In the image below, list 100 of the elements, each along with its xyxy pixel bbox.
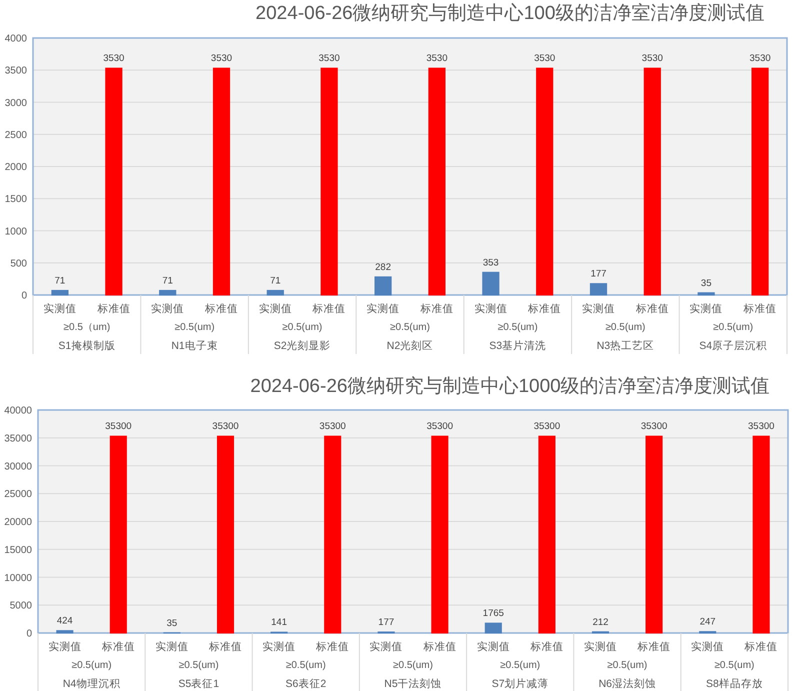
x-tick-label: 实测值 — [584, 640, 617, 653]
x-tick-label: 标准值 — [96, 302, 130, 315]
text: N1电子束 — [171, 339, 218, 352]
data-label: 141 — [271, 617, 287, 628]
text: N4物理沉积 — [62, 678, 120, 690]
data-label: 177 — [378, 617, 394, 628]
data-label: 35300 — [426, 421, 453, 432]
text: ≥0.5（um) — [64, 322, 110, 333]
data-label: 177 — [590, 268, 606, 280]
data-label: 3530 — [103, 53, 124, 64]
x-tick-label: 实测值 — [48, 640, 82, 653]
text: ≥0.5(um) — [714, 660, 754, 671]
x-tick-label: 标准值 — [312, 302, 346, 315]
x-tick-label: 标准值 — [208, 640, 242, 653]
chart-title: 2024-06-26微纳研究与制造中心1000级的洁净室洁净度测试值 — [250, 375, 770, 397]
x-tick-label: 标准值 — [315, 640, 350, 653]
data-label: 35300 — [640, 421, 668, 432]
x-tick-label: 标准值 — [527, 302, 562, 315]
data-label: 282 — [375, 262, 391, 273]
text: ≥0.5(um) — [500, 660, 540, 671]
text: S7划片减薄 — [492, 677, 549, 690]
y-tick-label: 30000 — [4, 461, 32, 472]
x-tick-label: 实测值 — [370, 640, 403, 653]
text: ≥0.5(um) — [605, 322, 646, 333]
y-tick-label: 2000 — [4, 162, 28, 173]
x-tick-label: 标准值 — [529, 640, 564, 653]
y-tick-label: 35000 — [4, 433, 32, 444]
data-label: 35 — [166, 618, 178, 629]
x-tick-label: 标准值 — [422, 640, 456, 653]
data-label: 353 — [482, 257, 499, 268]
y-tick-label: 10000 — [4, 572, 32, 584]
text: S2光刻显影 — [274, 339, 331, 352]
text: S5表征1 — [178, 677, 220, 690]
y-tick-label: 20000 — [4, 517, 32, 528]
text: S1掩模制版 — [58, 339, 116, 352]
y-tick-label: 0 — [26, 628, 32, 640]
text: ≥0.5(um) — [178, 660, 219, 671]
data-label: 71 — [270, 275, 281, 286]
data-label: 247 — [700, 616, 716, 628]
chart-title: 2024-06-26微纳研究与制造中心100级的洁净室洁净度测试值 — [256, 2, 764, 24]
x-tick-label: 实测值 — [582, 302, 615, 315]
y-tick-label: 5000 — [10, 600, 32, 612]
data-label: 35 — [700, 278, 712, 289]
data-label: 1765 — [482, 608, 504, 620]
x-tick-label: 标准值 — [744, 640, 778, 653]
y-tick-label: 40000 — [4, 406, 32, 416]
x-tick-label: 标准值 — [636, 640, 671, 653]
text: S4原子层沉积 — [699, 340, 768, 352]
x-tick-label: 实测值 — [155, 640, 188, 653]
text: ≥0.5(um) — [282, 322, 322, 333]
x-tick-label: 标准值 — [204, 302, 238, 315]
text: N5干法刻蚀 — [384, 677, 442, 690]
text: N2光刻区 — [386, 339, 434, 352]
y-tick-label: 15000 — [4, 544, 32, 556]
y-tick-label: 1000 — [4, 226, 28, 238]
data-label: 35300 — [748, 421, 774, 432]
y-tick-label: 2500 — [4, 130, 28, 141]
y-tick-label: 25000 — [4, 489, 32, 500]
data-label: 212 — [592, 616, 608, 628]
data-label: 3530 — [750, 53, 771, 64]
x-tick-label: 实测值 — [258, 302, 292, 315]
text: ≥0.5(um) — [286, 660, 326, 671]
x-tick-label: 实测值 — [43, 302, 76, 315]
text: N3热工艺区 — [596, 339, 654, 352]
data-label: 3530 — [210, 53, 232, 64]
text: ≥0.5(um) — [607, 660, 648, 671]
data-label: 3530 — [642, 53, 663, 64]
x-tick-label: 实测值 — [474, 302, 508, 315]
text: ≥0.5(um) — [498, 322, 538, 333]
data-label: 35300 — [319, 421, 346, 432]
data-label: 3530 — [426, 53, 448, 64]
data-label: 3530 — [318, 53, 340, 64]
text: ≥0.5(um) — [713, 322, 754, 333]
data-label: 71 — [162, 275, 173, 286]
y-tick-label: 3000 — [4, 98, 28, 109]
x-tick-label: 标准值 — [419, 302, 454, 315]
x-tick-label: 实测值 — [691, 640, 724, 653]
y-tick-label: 0 — [21, 290, 28, 302]
data-label: 35300 — [212, 421, 239, 432]
text: S3基片清洗 — [489, 339, 546, 352]
data-label: 35300 — [534, 421, 560, 432]
x-tick-label: 实测值 — [151, 302, 184, 315]
y-tick-label: 3500 — [4, 66, 28, 77]
text: ≥0.5(um) — [393, 660, 433, 671]
data-label: 3530 — [534, 53, 556, 64]
data-label: 424 — [56, 616, 73, 627]
text: N6湿法刻蚀 — [598, 677, 656, 690]
text: S6表征2 — [286, 677, 326, 690]
y-tick-label: 500 — [10, 258, 28, 270]
x-tick-label: 实测值 — [262, 640, 296, 653]
data-label: 71 — [54, 275, 66, 286]
text: ≥0.5(um) — [174, 322, 215, 333]
x-tick-label: 标准值 — [634, 302, 669, 315]
y-tick-label: 1500 — [4, 194, 28, 206]
x-tick-label: 实测值 — [690, 302, 723, 315]
text: S8样品存放 — [706, 678, 763, 690]
y-tick-label: 4000 — [4, 34, 28, 44]
text: ≥0.5(um) — [72, 660, 112, 671]
x-tick-label: 标准值 — [742, 302, 777, 315]
x-tick-label: 实测值 — [366, 302, 400, 315]
